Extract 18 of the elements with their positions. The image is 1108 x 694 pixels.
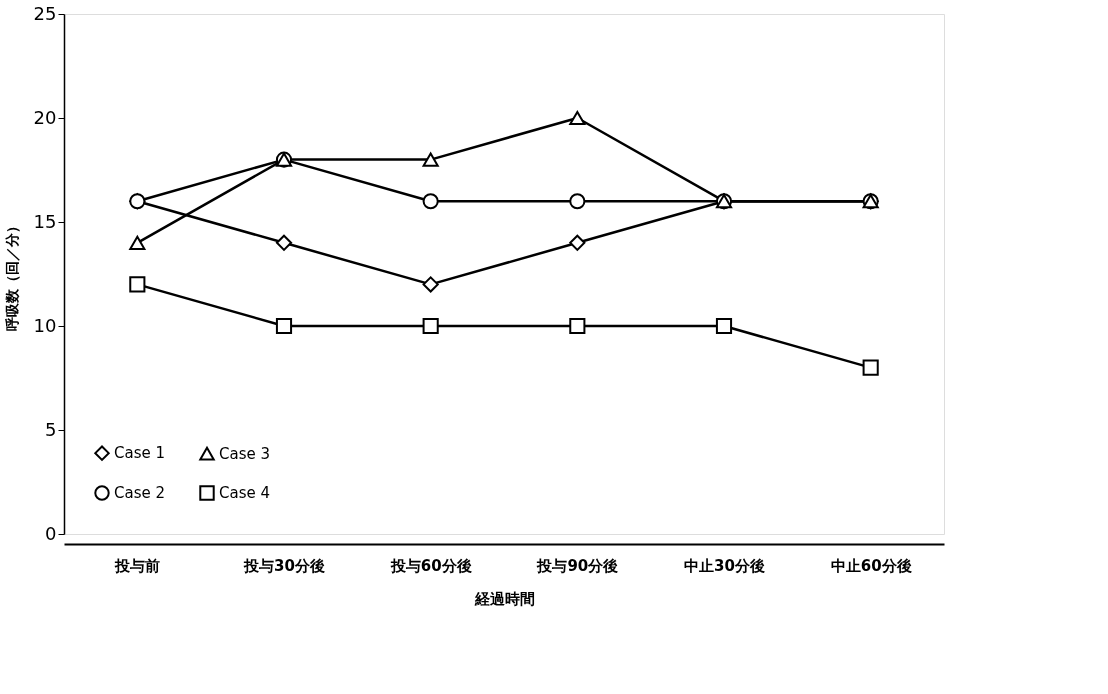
legend-label: Case 3 — [219, 444, 271, 463]
y-tick-label: 5 — [45, 418, 57, 440]
y-tick-label: 10 — [33, 314, 57, 336]
legend-label: Case 1 — [114, 444, 166, 463]
y-axis-title: 呼吸数（回／分） — [3, 218, 20, 331]
x-axis-title: 経過時間 — [473, 589, 535, 608]
x-tick-label: 中止30分後 — [684, 556, 765, 575]
y-tick-label: 15 — [33, 210, 57, 232]
y-tick-label: 25 — [33, 2, 57, 24]
x-tick-label: 投与90分後 — [536, 556, 619, 575]
x-tick-label: 中止60分後 — [830, 556, 912, 575]
x-tick-label: 投与60分後 — [389, 556, 472, 575]
y-tick-label: 0 — [45, 522, 57, 544]
x-tick-label: 投与前 — [114, 556, 161, 575]
x-tick-label: 投与30分後 — [243, 556, 325, 575]
y-tick-label: 20 — [33, 106, 57, 128]
legend-label: Case 4 — [219, 484, 271, 502]
legend-label: Case 2 — [114, 484, 166, 502]
